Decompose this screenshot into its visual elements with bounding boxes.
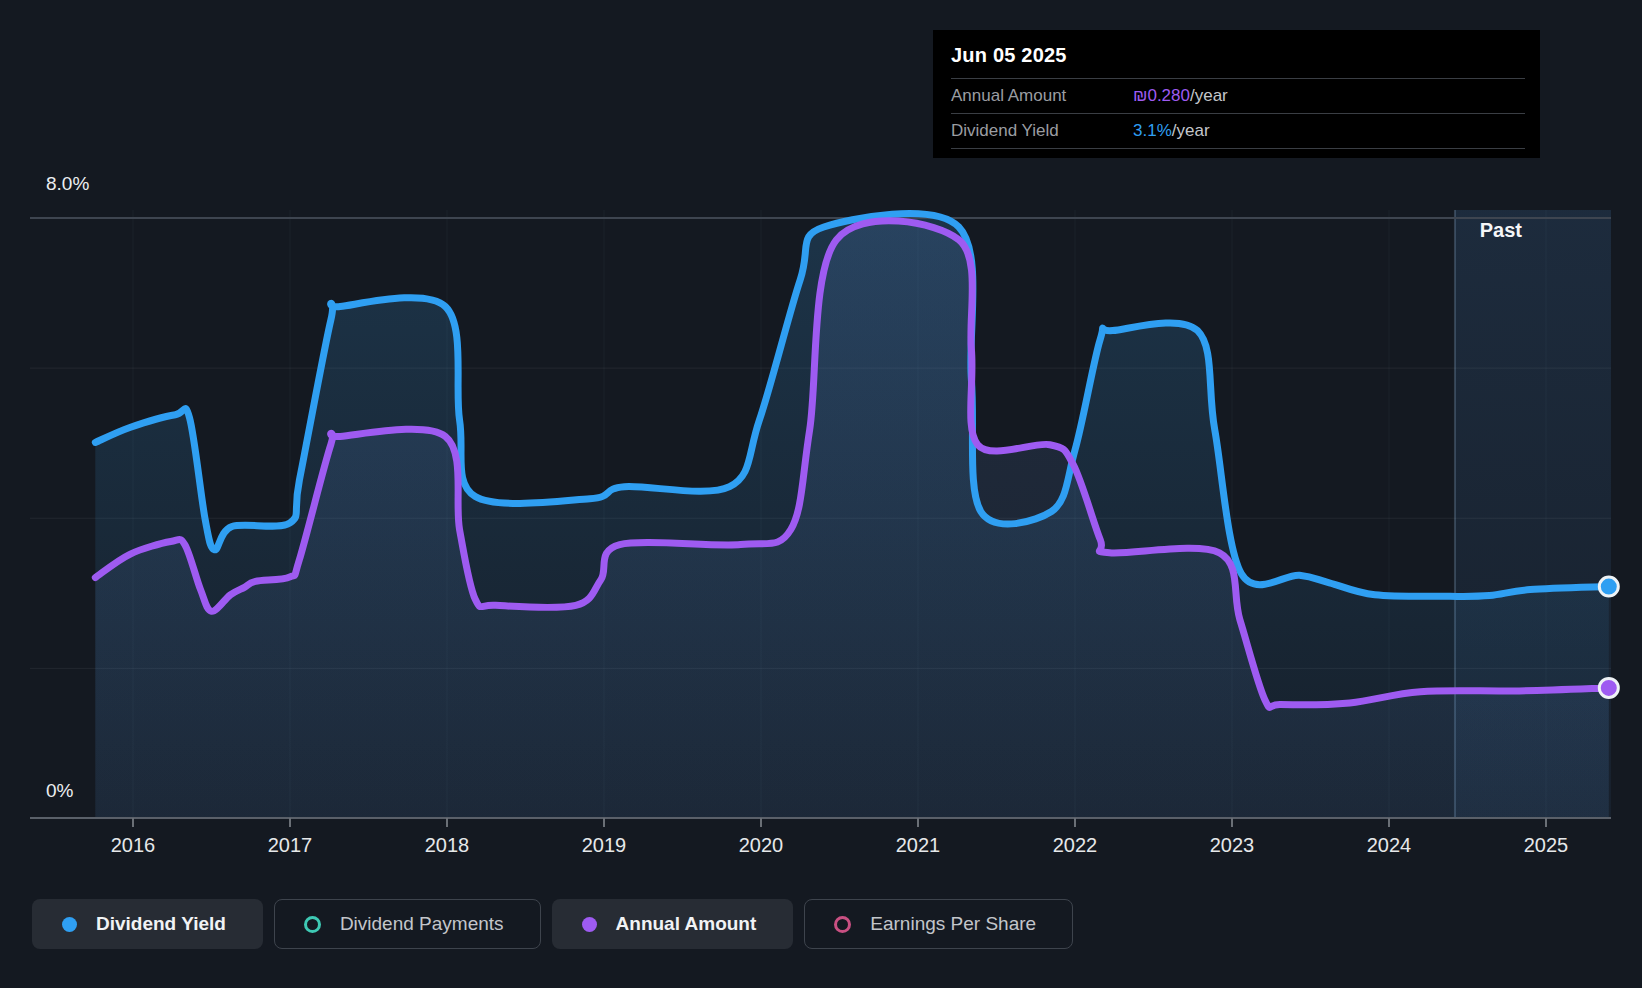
x-tick-2022: 2022	[1035, 834, 1115, 857]
legend-label: Dividend Yield	[96, 913, 226, 935]
tooltip-label: Dividend Yield	[951, 121, 1133, 141]
dividend-history-chart: 8.0% 0% 2016 2017 2018 2019 2020 2021 20…	[0, 0, 1642, 988]
x-tick-2016: 2016	[93, 834, 173, 857]
legend-toggle-dividend-payments[interactable]: Dividend Payments	[274, 899, 541, 949]
dividend-yield-dot-icon	[62, 917, 77, 932]
y-axis-min-label: 0%	[46, 780, 73, 802]
tooltip-value-dividend-yield: 3.1%	[1133, 121, 1172, 141]
tooltip-row-annual-amount: Annual Amount ₪0.280 /year	[951, 78, 1525, 113]
legend-bar: Dividend Yield Dividend Payments Annual …	[32, 899, 1073, 949]
x-tick-2018: 2018	[407, 834, 487, 857]
y-axis-max-label: 8.0%	[46, 173, 89, 195]
x-tick-2023: 2023	[1192, 834, 1272, 857]
earnings-per-share-ring-icon	[834, 916, 851, 933]
tooltip-value-suffix: /year	[1172, 121, 1210, 141]
legend-label: Annual Amount	[616, 913, 757, 935]
tooltip-label: Annual Amount	[951, 86, 1133, 106]
legend-label: Dividend Payments	[340, 913, 504, 935]
legend-toggle-annual-amount[interactable]: Annual Amount	[552, 899, 794, 949]
tooltip-value-suffix: /year	[1190, 86, 1228, 106]
x-tick-2019: 2019	[564, 834, 644, 857]
tooltip-value-annual-amount: ₪0.280	[1133, 86, 1190, 106]
dividend-payments-ring-icon	[304, 916, 321, 933]
hover-tooltip: Jun 05 2025 Annual Amount ₪0.280 /year D…	[933, 30, 1540, 158]
x-tick-2017: 2017	[250, 834, 330, 857]
x-tick-2020: 2020	[721, 834, 801, 857]
tooltip-row-dividend-yield: Dividend Yield 3.1% /year	[951, 113, 1525, 149]
tooltip-date: Jun 05 2025	[951, 30, 1525, 78]
past-region-label: Past	[1427, 219, 1522, 242]
x-tick-2021: 2021	[878, 834, 958, 857]
legend-toggle-earnings-per-share[interactable]: Earnings Per Share	[804, 899, 1073, 949]
legend-toggle-dividend-yield[interactable]: Dividend Yield	[32, 899, 263, 949]
x-tick-2024: 2024	[1349, 834, 1429, 857]
x-tick-2025: 2025	[1506, 834, 1586, 857]
annual-amount-dot-icon	[582, 917, 597, 932]
legend-label: Earnings Per Share	[870, 913, 1036, 935]
